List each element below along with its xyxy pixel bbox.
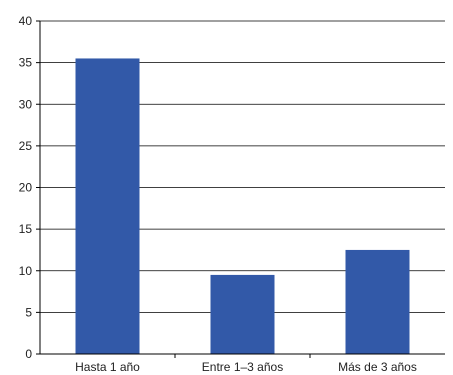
- y-tick-label: 35: [19, 56, 33, 70]
- y-tick-label: 20: [19, 181, 33, 195]
- y-tick-label: 5: [25, 305, 32, 319]
- x-category-label: Entre 1–3 años: [202, 360, 283, 374]
- y-tick-label: 10: [19, 264, 33, 278]
- x-category-label: Hasta 1 año: [75, 360, 140, 374]
- bar-2: [210, 274, 275, 354]
- y-tick-label: 30: [19, 97, 33, 111]
- bars: [75, 58, 410, 355]
- x-category-label: Más de 3 años: [338, 360, 417, 374]
- y-tick-label: 40: [19, 14, 33, 28]
- x-category-labels: Hasta 1 año Entre 1–3 años Más de 3 años: [75, 360, 417, 374]
- bar-3: [345, 249, 410, 354]
- y-tick-labels: 0 5 10 15 20 25 30 35 40: [19, 14, 33, 361]
- y-tick-label: 25: [19, 139, 33, 153]
- bar-1: [75, 58, 140, 355]
- y-tick-label: 15: [19, 222, 33, 236]
- axes: [36, 20, 445, 358]
- y-tick-label: 0: [25, 347, 32, 361]
